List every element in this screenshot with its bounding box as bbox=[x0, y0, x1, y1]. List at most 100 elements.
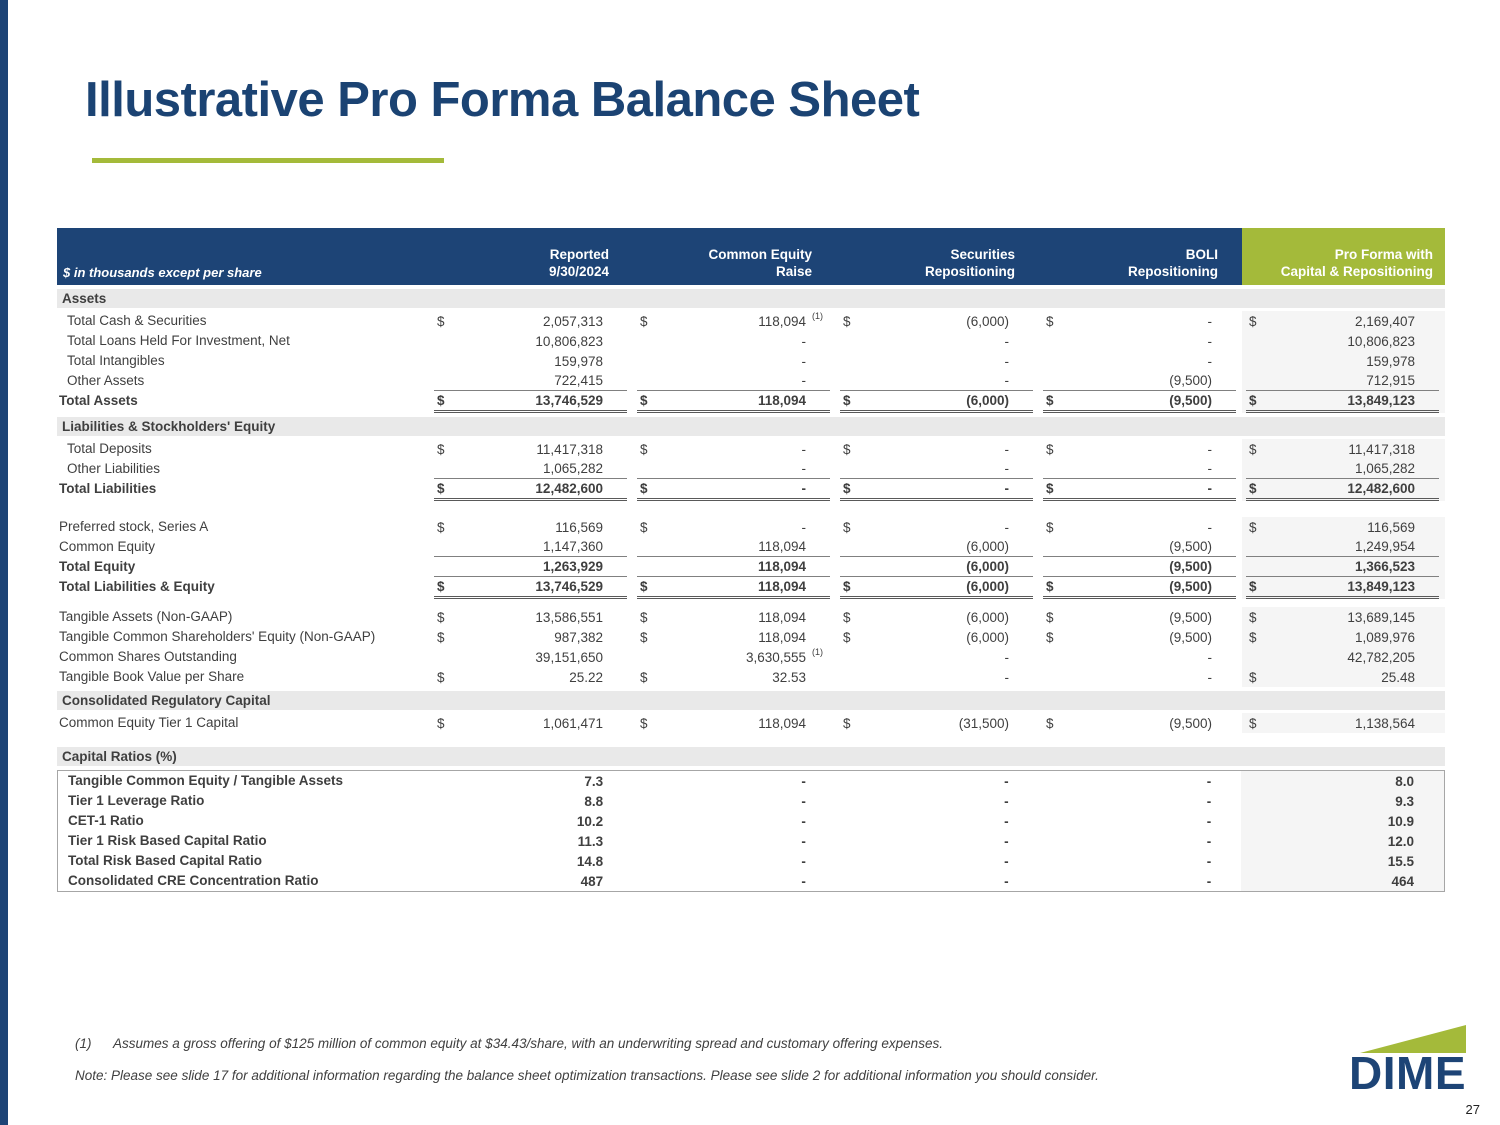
cell-value: - bbox=[1207, 481, 1213, 496]
table-cell: $ (9,500) bbox=[1039, 713, 1242, 733]
cell-line: $32.53 bbox=[637, 667, 830, 687]
footnote-1-text: Assumes a gross offering of $125 million… bbox=[113, 1036, 943, 1051]
table-cell: $118,094 bbox=[633, 713, 836, 733]
cell-value: 13,849,123 bbox=[1347, 393, 1415, 408]
cell-line: $13,689,145 bbox=[1246, 607, 1439, 627]
dollar-sign: $ bbox=[1249, 442, 1257, 457]
cell-line: 464 bbox=[1245, 871, 1438, 891]
table-row: Consolidated CRE Concentration Ratio 487 -… bbox=[58, 871, 1444, 891]
dollar-sign: $ bbox=[1046, 579, 1054, 594]
cell-line: 39,151,650 bbox=[434, 647, 627, 667]
dollar-sign: $ bbox=[640, 610, 648, 625]
cell-value: - bbox=[1004, 854, 1009, 869]
cell-line: (9,500) bbox=[1043, 371, 1236, 391]
dollar-sign: $ bbox=[640, 670, 648, 685]
row-label: CET-1 Ratio bbox=[68, 813, 144, 828]
cell-value: - bbox=[801, 854, 806, 869]
dollar-sign: $ bbox=[843, 579, 851, 594]
section-header: Liabilities & Stockholders' Equity bbox=[57, 417, 1445, 436]
cell-line: - bbox=[840, 851, 1033, 871]
cell-line: - bbox=[1043, 851, 1236, 871]
table-row: Tangible Common Shareholders' Equity (No… bbox=[57, 627, 1445, 647]
cell-value: (6,000) bbox=[966, 314, 1009, 329]
cell-line: $ (6,000) bbox=[840, 577, 1033, 599]
dollar-sign: $ bbox=[843, 630, 851, 645]
cell-line: $11,417,318 bbox=[1246, 439, 1439, 459]
table-cell: 1,263,929 bbox=[430, 557, 633, 577]
table-header: $ in thousands except per share Reported… bbox=[57, 228, 1445, 285]
cell-line: 12.0 bbox=[1245, 831, 1438, 851]
table-cell: 3,630,555 (1) bbox=[633, 647, 836, 667]
cell-line: - bbox=[637, 331, 830, 351]
table-cell: 7.3 bbox=[430, 771, 633, 791]
column-header-pro-forma: Pro Forma with Capital & Repositioning bbox=[1242, 228, 1445, 285]
table-cell: - bbox=[633, 851, 836, 871]
cell-value: - bbox=[1206, 874, 1212, 889]
cell-line: 11.3 bbox=[434, 831, 627, 851]
cell-value: - bbox=[1207, 650, 1213, 665]
table-cell: (9,500) bbox=[1039, 371, 1242, 391]
row-label: Consolidated CRE Concentration Ratio bbox=[68, 873, 319, 888]
cell-value: - bbox=[1207, 314, 1213, 329]
dollar-sign: $ bbox=[640, 716, 648, 731]
table-row: Common Equity Tier 1 Capital $1,061,471 $1… bbox=[57, 713, 1445, 733]
dollar-sign: $ bbox=[1249, 481, 1257, 496]
cell-line: $ - bbox=[637, 439, 830, 459]
cell-value: 118,094 bbox=[757, 559, 806, 574]
cell-line: - bbox=[1043, 331, 1236, 351]
table-cell: - bbox=[1039, 351, 1242, 371]
cell-value: (9,500) bbox=[1169, 373, 1212, 388]
cell-value: 116,569 bbox=[555, 520, 603, 535]
column-header-common-equity-raise: Common Equity Raise bbox=[633, 228, 836, 285]
column-header-boli-repositioning: BOLI Repositioning bbox=[1039, 228, 1242, 285]
table-cell: - bbox=[1039, 459, 1242, 479]
table-row: Total Intangibles 159,978 - - - 159,978 bbox=[57, 351, 1445, 371]
dollar-sign: $ bbox=[843, 520, 851, 535]
dollar-sign: $ bbox=[843, 610, 851, 625]
row-label: Other Liabilities bbox=[67, 461, 161, 476]
row-label: Tangible Common Equity / Tangible Assets bbox=[68, 773, 344, 788]
cell-value: 1,089,976 bbox=[1354, 630, 1415, 645]
cell-value: (6,000) bbox=[966, 630, 1009, 645]
cell-line: - bbox=[840, 791, 1033, 811]
left-edge-bar bbox=[0, 0, 8, 1125]
cell-value: 1,138,564 bbox=[1354, 716, 1415, 731]
cell-value: 39,151,650 bbox=[535, 650, 603, 665]
cell-line: 1,065,282 bbox=[1246, 459, 1439, 479]
cell-value: - bbox=[1206, 774, 1212, 789]
table-row: Tangible Assets (Non-GAAP) $13,586,551 $11… bbox=[57, 607, 1445, 627]
cell-line: $116,569 bbox=[1246, 517, 1439, 537]
table-cell: $118,094 (1) bbox=[633, 311, 836, 331]
cell-value: 159,978 bbox=[554, 354, 603, 369]
table-row: Total Assets $13,746,529 $118,094 $ (6,000) $… bbox=[57, 391, 1445, 413]
cell-value: - bbox=[1207, 442, 1213, 457]
table-cell: - bbox=[1039, 667, 1242, 687]
cell-line: $ - bbox=[1043, 439, 1236, 459]
section-header: Assets bbox=[57, 289, 1445, 308]
row-label: Preferred stock, Series A bbox=[59, 519, 209, 534]
table-cell: - bbox=[1039, 811, 1242, 831]
column-header-line2: Repositioning bbox=[1128, 264, 1218, 279]
table-cell: $13,849,123 bbox=[1242, 577, 1445, 599]
cell-value: - bbox=[1206, 854, 1212, 869]
cell-value: 11,417,318 bbox=[1348, 442, 1415, 457]
table-cell: - bbox=[836, 459, 1039, 479]
dollar-sign: $ bbox=[1046, 393, 1054, 408]
table-cell: $118,094 bbox=[633, 391, 836, 413]
cell-line: - bbox=[637, 371, 830, 391]
table-cell: - bbox=[633, 791, 836, 811]
section-header: Consolidated Regulatory Capital bbox=[57, 691, 1445, 710]
cell-value: - bbox=[801, 834, 806, 849]
cell-value: 13,689,145 bbox=[1347, 610, 1415, 625]
cell-line: $12,482,600 bbox=[434, 479, 627, 501]
table-row: CET-1 Ratio 10.2 - - - 10.9 bbox=[58, 811, 1444, 831]
table-cell: - bbox=[836, 871, 1039, 891]
cell-value: 13,849,123 bbox=[1347, 579, 1415, 594]
dollar-sign: $ bbox=[1046, 630, 1054, 645]
row-label: Tangible Book Value per Share bbox=[59, 669, 245, 684]
table-cell: $ (6,000) bbox=[836, 627, 1039, 647]
cell-line: $118,094 bbox=[637, 577, 830, 599]
table-cell: - bbox=[633, 811, 836, 831]
cell-line: - bbox=[1043, 459, 1236, 479]
table-cell: $ (9,500) bbox=[1039, 627, 1242, 647]
